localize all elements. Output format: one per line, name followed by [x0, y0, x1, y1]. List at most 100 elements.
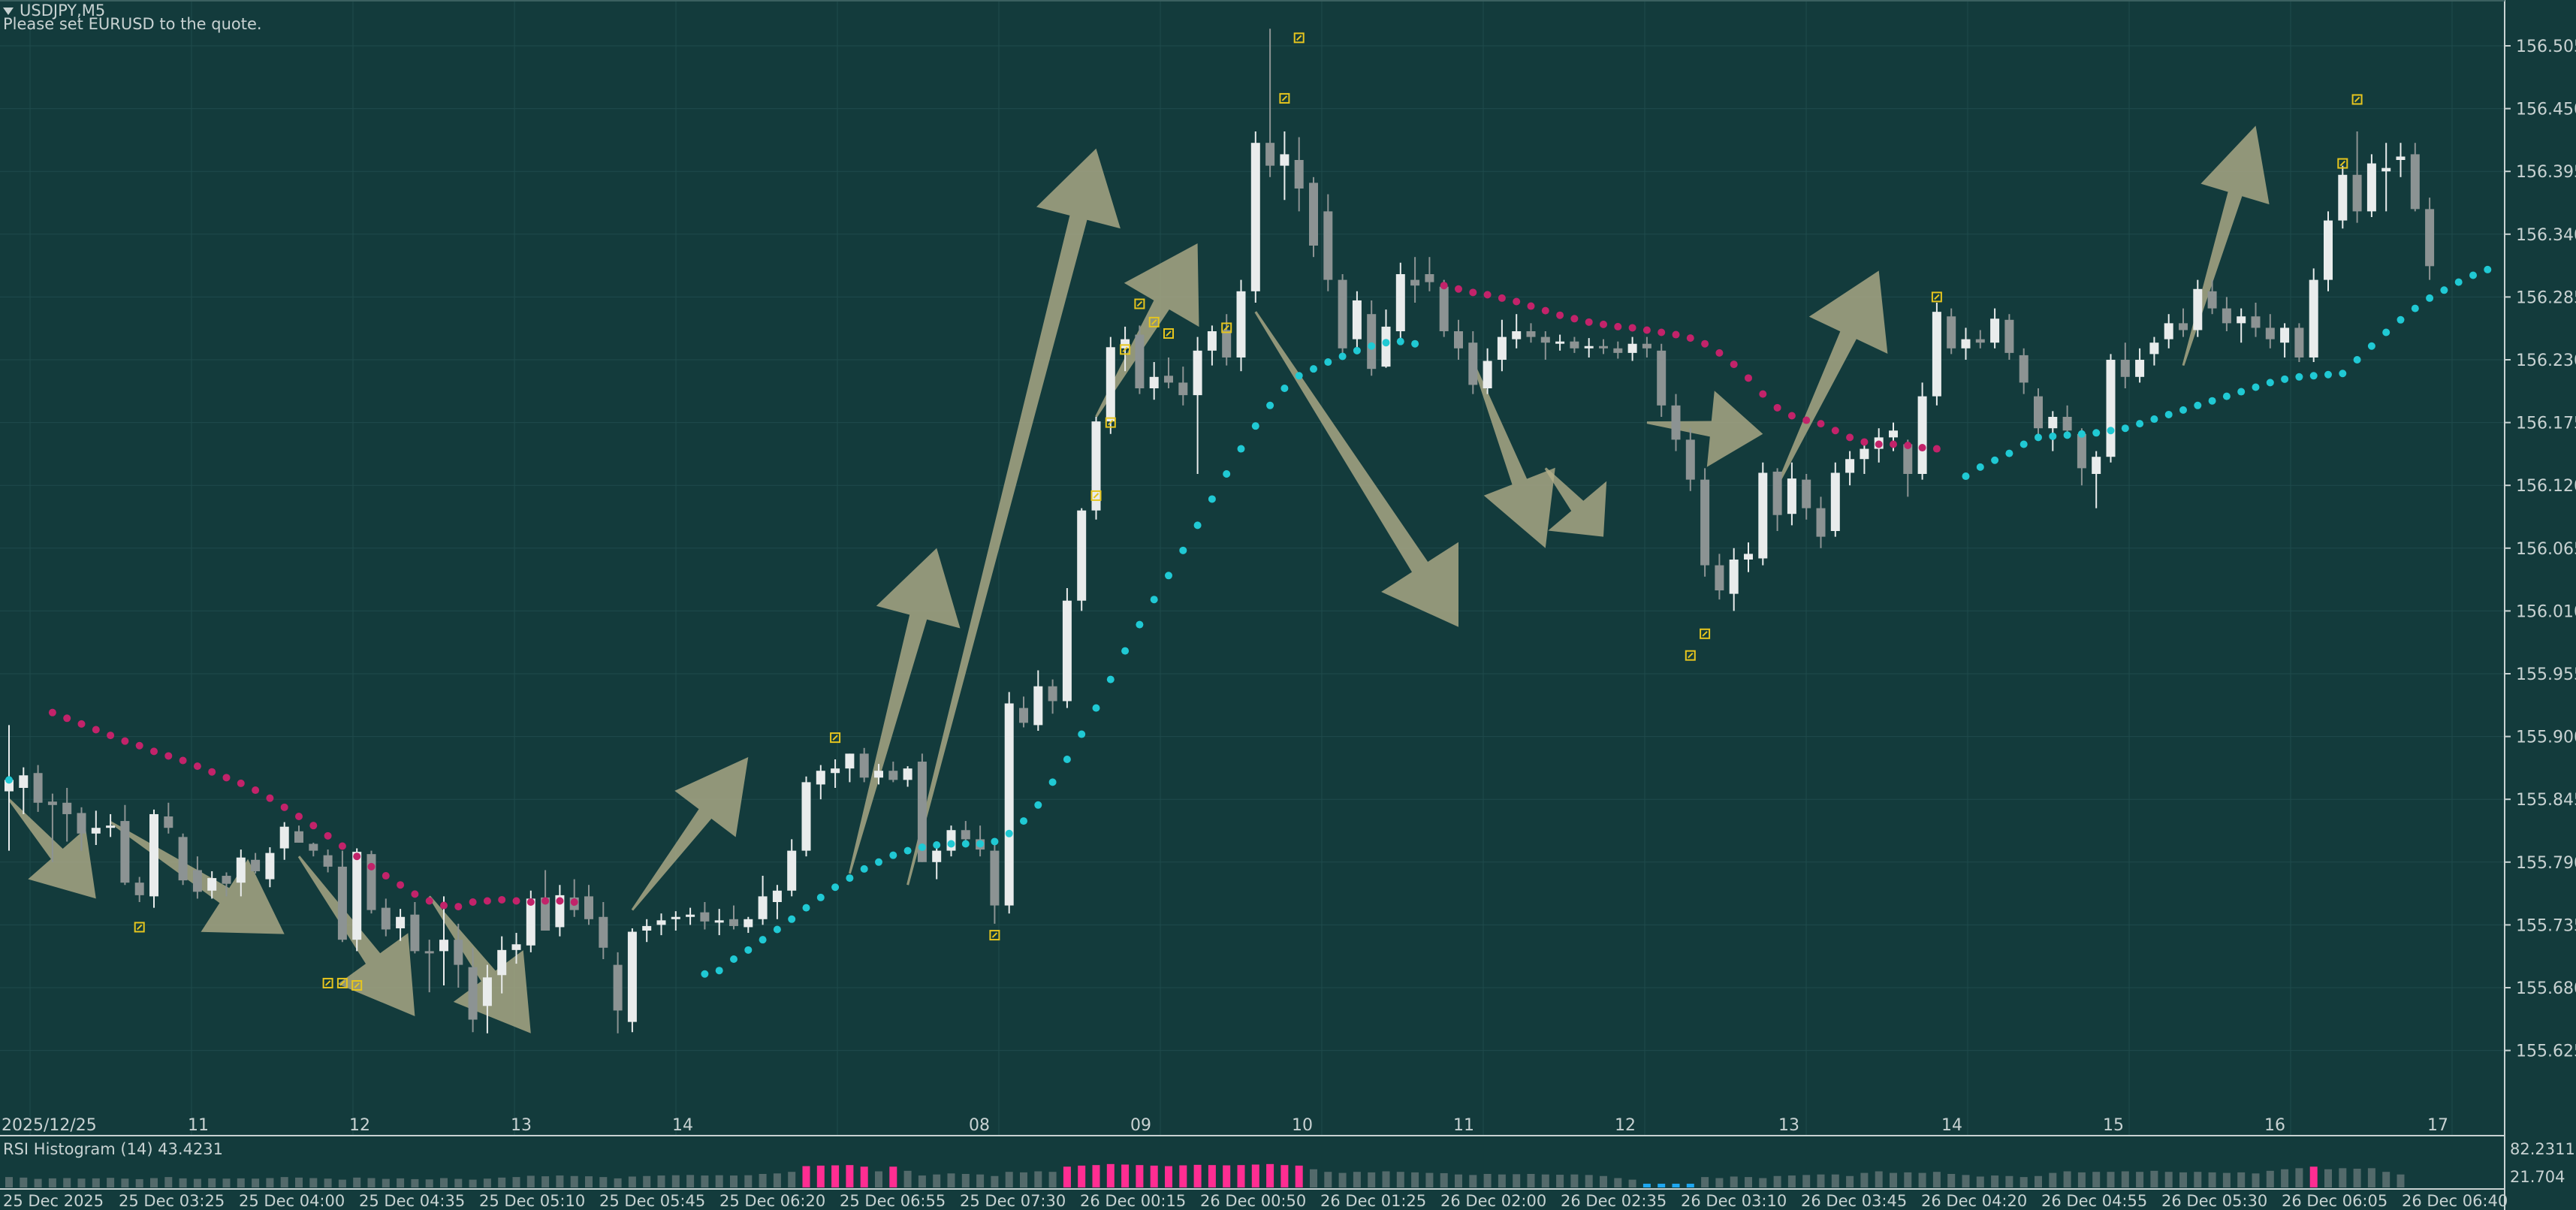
- psar-dot-bearish: [1787, 412, 1796, 420]
- candle: [1744, 542, 1753, 572]
- time-axis-label: 26 Dec 06:05: [2282, 1192, 2387, 1210]
- candle: [2106, 354, 2116, 463]
- candle-body: [1729, 560, 1739, 594]
- candle-body: [1265, 143, 1275, 166]
- candle: [352, 848, 362, 952]
- trend-arrows: [8, 125, 2270, 1033]
- candle: [1802, 474, 1811, 520]
- rsi-bar: [1642, 1184, 1651, 1187]
- psar-dot-bearish: [266, 794, 274, 802]
- psar-dot-bearish: [367, 862, 376, 871]
- rsi-bar: [1962, 1175, 1970, 1187]
- rsi-bar: [599, 1177, 608, 1187]
- candle: [1294, 137, 1304, 212]
- candle-body: [1410, 279, 1420, 286]
- rsi-bar: [1280, 1165, 1289, 1187]
- rsi-bar: [34, 1178, 42, 1187]
- candle-body: [1599, 345, 1608, 349]
- psar-dot-bullish: [2281, 375, 2289, 383]
- time-axis-label: 26 Dec 06:40: [2402, 1192, 2508, 1210]
- candle: [164, 802, 173, 834]
- symbol-title[interactable]: USDJPY,M5: [3, 2, 105, 20]
- signal-marker-icon: [1700, 628, 1711, 639]
- candle: [1975, 330, 1985, 349]
- rsi-bar: [324, 1178, 332, 1187]
- candle-body: [91, 828, 101, 834]
- psar-dot-bearish: [1759, 390, 1767, 398]
- psar-dot-bullish: [1396, 337, 1404, 345]
- psar-dot-bearish: [338, 842, 346, 850]
- psar-dot-bullish: [2077, 430, 2086, 438]
- collapse-triangle-icon[interactable]: [3, 8, 14, 15]
- rsi-bar: [266, 1178, 274, 1187]
- candle: [801, 776, 811, 857]
- psar-dot-bullish: [2397, 315, 2405, 324]
- candle: [599, 902, 608, 959]
- trend-arrow: [1646, 391, 1763, 467]
- psar-dot-bearish: [252, 786, 260, 795]
- price-axis-label: 156.395: [2516, 163, 2576, 182]
- price-axis[interactable]: 156.505 156.450 156.395 156.340 156.285 156.2…: [2505, 38, 2576, 1061]
- candle-body: [468, 967, 478, 1020]
- candle-body: [381, 907, 391, 930]
- rsi-bar: [1266, 1163, 1274, 1187]
- signal-marker-icon: [322, 977, 333, 988]
- rsi-bar: [2107, 1172, 2115, 1187]
- candle: [309, 842, 318, 857]
- rsi-bar: [2367, 1168, 2375, 1187]
- candle-body: [222, 876, 231, 884]
- candle: [1584, 338, 1594, 358]
- psar-dot-bearish: [77, 720, 86, 728]
- candle: [2366, 154, 2376, 217]
- day-label: 09: [1130, 1116, 1151, 1135]
- rsi-bar: [570, 1175, 578, 1187]
- rsi-bar: [1715, 1178, 1724, 1187]
- candle-body: [2410, 154, 2420, 210]
- time-axis-label: 25 Dec 06:55: [840, 1192, 946, 1210]
- rsi-bar: [889, 1166, 897, 1187]
- candle: [47, 793, 57, 862]
- day-label: 15: [2103, 1116, 2124, 1135]
- psar-dot-bullish: [5, 776, 13, 784]
- time-axis[interactable]: 25 Dec 2025 25 Dec 03:25 25 Dec 04:00 25 De…: [3, 1192, 2508, 1210]
- candle-body: [1526, 331, 1536, 337]
- candle: [1425, 257, 1434, 291]
- candle: [1932, 303, 1941, 406]
- psar-dot-bearish: [150, 747, 158, 756]
- psar-dot-bearish: [1483, 291, 1492, 299]
- candle-body: [961, 830, 970, 840]
- rsi-bar: [2121, 1171, 2129, 1187]
- rsi-indicator-label[interactable]: RSI Histogram (14) 43.4231: [3, 1140, 223, 1158]
- psar-dot-bullish: [730, 955, 738, 963]
- candle: [671, 911, 680, 931]
- rsi-bar: [1513, 1174, 1521, 1187]
- rsi-bar: [2324, 1169, 2332, 1187]
- rsi-bar: [730, 1175, 738, 1187]
- price-axis-label: 156.505: [2516, 38, 2576, 56]
- candle: [627, 928, 637, 1033]
- candle-body: [1787, 478, 1796, 514]
- candle: [2251, 303, 2261, 337]
- psar-dot-bullish: [715, 967, 723, 975]
- price-axis-label: 156.120: [2516, 477, 2576, 496]
- candlestick-series[interactable]: [5, 29, 2435, 1033]
- candle: [134, 877, 144, 902]
- psar-dot-bullish: [1048, 778, 1057, 786]
- rsi-bar: [1396, 1172, 1404, 1187]
- day-label: 13: [1778, 1116, 1799, 1135]
- psar-dot-bullish: [933, 841, 941, 849]
- signal-marker-box: [1700, 628, 1711, 639]
- rsi-bar: [1150, 1165, 1158, 1187]
- candle-body: [1772, 471, 1782, 515]
- psar-dot-bullish: [2252, 383, 2260, 391]
- rsi-bar: [2035, 1175, 2042, 1187]
- candle-body: [2004, 319, 2014, 353]
- psar-dot-bullish: [2208, 397, 2216, 405]
- signal-marker-icon: [989, 930, 1000, 941]
- rsi-bar: [1787, 1175, 1796, 1187]
- rsi-bar: [773, 1173, 781, 1187]
- psar-dot-bullish: [991, 837, 999, 846]
- psar-dot-bearish: [1802, 416, 1811, 424]
